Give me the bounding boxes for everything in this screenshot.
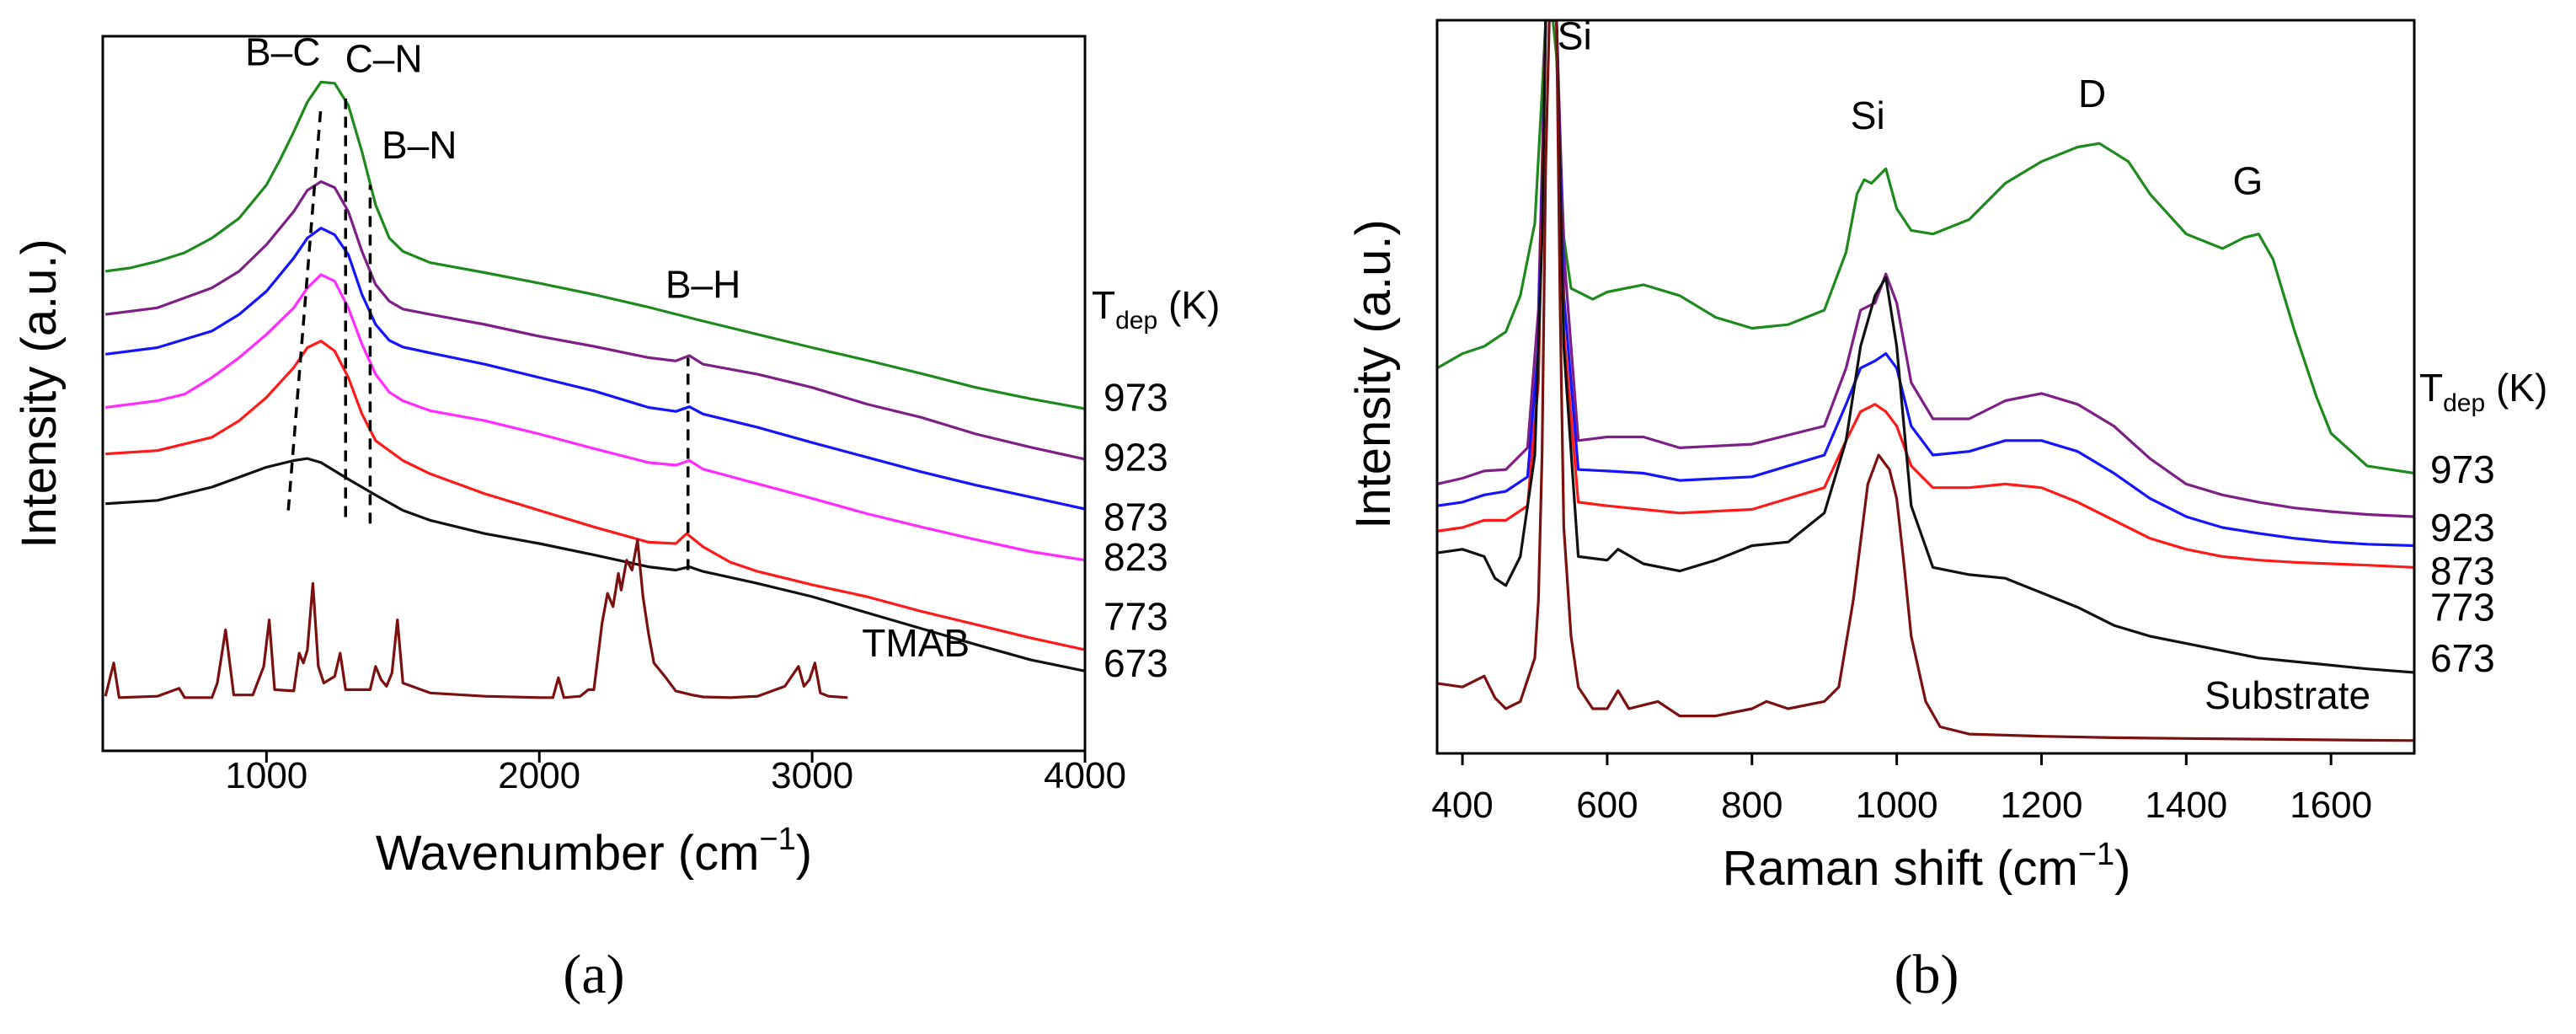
series-line-873 [104, 227, 1086, 511]
temperature-label: 773 [2430, 586, 2495, 630]
peak-annotation: D [2078, 72, 2106, 115]
temperature-label: 673 [1104, 641, 1168, 685]
peak-annotation: Si [1851, 94, 1885, 137]
peak-annotation: B–H [665, 262, 740, 306]
peak-annotation: Si [1558, 13, 1592, 57]
panel-b-caption: (b) [1895, 944, 1959, 1005]
peak-annotation: B–N [382, 123, 457, 167]
panel-b-legend-title: Tdep (K) [2419, 366, 2547, 417]
series-line-923 [1437, 20, 2414, 518]
panel-a-x-axis-label: Wavenumber (cm−1) [376, 822, 812, 881]
peak-annotation: C–N [345, 37, 423, 81]
series-line-973 [104, 80, 1086, 410]
series-line-substrate [1437, 20, 2414, 742]
temperature-label: 973 [1104, 376, 1168, 420]
x-tick-label: 1200 [2001, 785, 2083, 826]
x-tick-label: 1600 [2290, 785, 2372, 826]
series-line-tmab [104, 538, 848, 699]
panel-b-x-axis-label: Raman shift (cm−1) [1723, 837, 2131, 896]
temperature-label: 973 [2430, 447, 2495, 491]
peak-annotation: Substrate [2205, 673, 2370, 717]
panel-b-plot-frame [1435, 19, 2416, 755]
peak-annotation: TMAB [862, 621, 970, 665]
panel-a-ftir-chart: 1000 2000 3000 4000 B–C C–N B–N B–H TMAB 973 923… [12, 30, 1220, 1005]
x-tick-label: 1400 [2145, 785, 2227, 826]
x-tick-label: 600 [1576, 785, 1638, 826]
series-line-823 [104, 273, 1086, 562]
panel-a-caption: (a) [563, 944, 624, 1005]
peak-guide-line [286, 104, 323, 511]
panel-b-y-axis-label: Intensity (a.u.) [1346, 219, 1401, 528]
temperature-label: 923 [2430, 506, 2495, 549]
panel-a-y-axis-label: Intensity (a.u.) [12, 238, 67, 548]
panel-a-legend-title: Tdep (K) [1092, 283, 1220, 335]
panel-a-plot-frame [101, 35, 1087, 753]
series-line-923 [104, 179, 1086, 461]
temperature-label: 823 [1104, 535, 1168, 579]
panel-a-x-ticks: 1000 2000 3000 4000 [225, 751, 1126, 796]
series-line-773 [105, 340, 1086, 651]
series-line-973 [1437, 20, 2414, 475]
panel-b-annotations: Si Si D G Substrate [1558, 13, 2370, 717]
x-tick-label: 2000 [498, 755, 580, 796]
temperature-label: 673 [2430, 636, 2495, 680]
peak-annotation: B–C [245, 30, 320, 74]
x-tick-label: 4000 [1044, 755, 1126, 796]
x-tick-label: 800 [1721, 785, 1782, 826]
panel-b-raman-chart: 400 600 800 1000 1200 1400 1600 Si Si D G Substrat… [1346, 13, 2547, 1005]
peak-annotation: G [2232, 158, 2263, 202]
panel-a-peak-guides [286, 99, 690, 571]
panel-b-x-ticks: 400 600 800 1000 1200 1400 1600 [1431, 753, 2372, 826]
temperature-label: 873 [1104, 495, 1168, 538]
x-tick-label: 1000 [225, 755, 307, 796]
panel-b-series-group [1437, 20, 2414, 742]
temperature-label: 923 [1104, 436, 1168, 479]
panel-a-annotations: B–C C–N B–N B–H TMAB [245, 30, 970, 665]
temperature-label: 773 [1104, 595, 1168, 639]
series-line-673 [1437, 20, 2414, 674]
x-tick-label: 3000 [771, 755, 853, 796]
series-line-873 [1437, 20, 2414, 548]
temperature-label: 873 [2430, 549, 2495, 593]
x-tick-label: 1000 [1856, 785, 1938, 826]
x-tick-label: 400 [1431, 785, 1493, 826]
series-line-673 [105, 457, 1086, 672]
panel-a-series-group [104, 80, 1086, 699]
